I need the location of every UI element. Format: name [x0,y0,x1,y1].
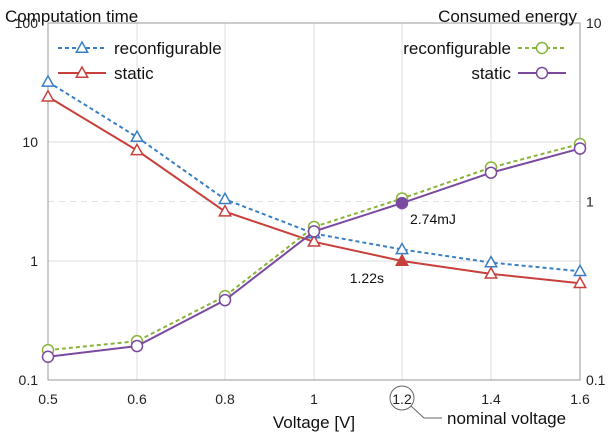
legend-label: reconfigurable [114,39,222,58]
annotation-energy: 2.74mJ [410,211,456,227]
data-point [218,191,232,205]
plot-frame [47,22,581,381]
legend-label: static [471,64,511,83]
x-tick-label: 1 [310,391,318,407]
annotation-nominal: nominal voltage [447,409,566,428]
data-point [395,196,409,210]
right-tick-label: 10 [586,15,602,31]
x-axis-title: Voltage [V] [273,413,355,432]
left-tick-label: 100 [15,15,39,31]
x-tick-label: 0.6 [127,391,147,407]
series-1 [41,89,587,289]
data-point [484,166,498,179]
legend-marker [75,40,89,53]
annotation-time: 1.22s [350,270,384,286]
annotations: 1.22s 2.74mJ nominal voltage [350,211,566,428]
data-point [573,275,587,289]
legend-item: static [471,64,566,83]
left-tick-label: 0.1 [19,372,39,388]
x-tick-label: 0.5 [38,391,58,407]
legend-label: static [114,64,154,83]
nominal-leader-line [410,405,442,419]
legend-marker [535,66,549,80]
data-point [395,253,409,266]
right-axis-title: Consumed energy [438,7,577,26]
data-point [130,129,144,143]
legend: reconfigurable static reconfigurable static [58,39,566,83]
legend-item: reconfigurable [58,39,222,58]
data-point [484,266,498,279]
right-tick-label: 1 [586,194,594,210]
data-point [41,89,55,102]
legend-item: static [58,64,154,83]
left-tick-label: 10 [22,134,38,150]
series-3 [41,142,587,363]
nominal-marker-circle [389,385,415,411]
data-point [218,204,232,217]
right-tick-label: 0.1 [586,372,606,388]
data-point [41,350,55,363]
legend-marker [75,65,89,78]
data-point [573,142,587,155]
left-tick-label: 1 [30,253,38,269]
data-point [307,225,321,238]
data-point [130,339,144,353]
x-tick-label: 0.8 [215,391,235,407]
data-point [218,293,232,307]
data-point [41,74,55,87]
data-point [130,142,144,156]
series-layer [41,74,587,363]
legend-item: reconfigurable [403,39,566,58]
legend-marker [535,41,549,55]
left-axis-title: Computation time [5,7,138,26]
x-tick-label: 1.4 [481,391,501,407]
data-point [307,234,321,247]
ticks: 0.5 0.6 0.8 1 1.2 1.4 1.6 0.1 1 10 100 0.1 1 10 [15,15,606,407]
x-tick-label: 1.6 [570,391,590,407]
data-point [573,263,587,277]
x-tick-label: 1.2 [392,391,412,407]
legend-label: reconfigurable [403,39,511,58]
